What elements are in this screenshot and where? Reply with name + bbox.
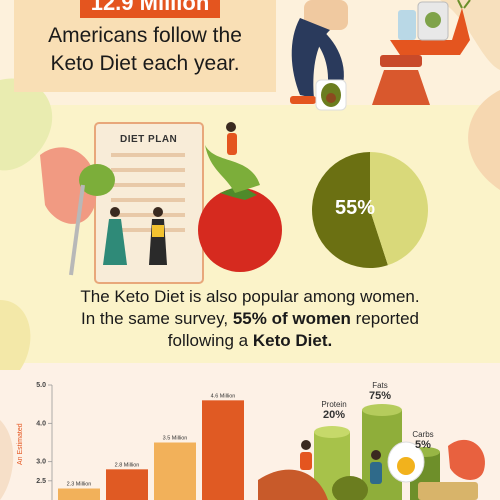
- bread-icon: [418, 482, 478, 500]
- leaf-shape-top-right: [440, 0, 500, 70]
- water-bottle: [398, 10, 416, 40]
- pie-slice-other: [370, 152, 428, 266]
- broccoli-icon: [79, 164, 115, 196]
- women-stat-line-3-prefix: following a: [167, 331, 249, 350]
- headline-text: Americans follow the Keto Diet each year…: [20, 22, 270, 78]
- bar-chart-bar: [106, 469, 148, 500]
- salmon-icon: [40, 147, 97, 224]
- women-stat-keto-bold: Keto Diet.: [252, 331, 333, 350]
- leaf-shape-left-bottom: [0, 420, 14, 500]
- bar-chart-ytick: 3.0: [36, 459, 46, 466]
- estimated-bar-chart: An Estimated 5.0 4.0 3.0 2.5 2.3 Million 2.8…: [17, 382, 244, 500]
- headline-line-2: Keto Diet each year.: [50, 52, 240, 75]
- woman-runner-head: [226, 122, 236, 132]
- diet-plan-illustration: [40, 122, 282, 284]
- headline-number: 12.9 Million: [80, 0, 220, 18]
- woman-standing-top: [152, 225, 164, 237]
- pie-slice-keto-women: [312, 152, 388, 268]
- greens-icon: [205, 145, 260, 193]
- women-stat-line-2-suffix: reported: [355, 309, 419, 328]
- carbs-label: Carbs: [412, 430, 434, 439]
- headline-line-1: Americans follow the: [48, 24, 242, 47]
- man-head: [371, 450, 381, 460]
- scale-base: [372, 70, 430, 105]
- leaf-shape-right: [468, 90, 500, 190]
- avocado-seed: [326, 93, 336, 103]
- protein-cylinder-top: [314, 426, 350, 438]
- fats-cylinder-top: [362, 404, 402, 416]
- bar-chart-bar: [58, 488, 100, 500]
- salmon-steak-icon: [448, 439, 486, 480]
- fats-percent: 75%: [368, 390, 392, 402]
- man-body: [370, 462, 382, 484]
- bar-chart-bar: [202, 400, 244, 500]
- bar-chart-ytick: 2.5: [36, 478, 46, 485]
- leaf-shape-left-mid: [0, 300, 31, 370]
- woman-torso: [304, 0, 348, 30]
- bar-chart-data-label: 2.3 Million: [67, 482, 92, 488]
- shoe-left: [290, 96, 316, 104]
- carbs-percent: 5%: [415, 439, 431, 451]
- scale-illustration: [290, 0, 471, 111]
- woman-sitting-body: [300, 452, 312, 470]
- women-stat-line-3: following a Keto Diet.: [20, 330, 480, 352]
- women-stat-highlight: 55% of women: [232, 309, 351, 328]
- woman-leg-2: [314, 28, 344, 96]
- decor-shape-bottom-left: [258, 469, 328, 500]
- bar-chart-ylabel: An Estimated: [17, 423, 24, 465]
- macros-illustration: [258, 404, 486, 500]
- protein-label: Protein: [321, 400, 347, 409]
- avocado-bottom-icon: [332, 476, 368, 500]
- tomato-icon: [198, 188, 282, 272]
- bar-chart-ytick: 4.0: [36, 420, 46, 427]
- fork-icon: [69, 184, 85, 276]
- tomato-leaf: [220, 185, 257, 200]
- carrot-leaves: [457, 0, 471, 9]
- egg-yolk: [397, 457, 415, 475]
- women-stat-text: The Keto Diet is also popular among wome…: [20, 286, 480, 352]
- scale-tray: [390, 40, 470, 55]
- scale-top: [380, 55, 422, 67]
- women-pie-chart: [312, 152, 428, 268]
- bar-chart-data-label: 4.6 Million: [211, 393, 236, 399]
- leaf-shape-left-top: [0, 78, 53, 171]
- pie-percent-label: 55%: [334, 197, 376, 219]
- bar-chart-data-label: 2.8 Million: [115, 462, 140, 468]
- check-icon: [425, 12, 441, 28]
- woman-dancer-head: [110, 207, 120, 217]
- woman-runner-body: [227, 133, 237, 155]
- diet-plan-title: DIET PLAN: [120, 134, 178, 145]
- bar-chart-bar: [154, 442, 196, 500]
- protein-percent: 20%: [322, 409, 346, 421]
- women-stat-line-2: In the same survey, 55% of women reporte…: [20, 308, 480, 330]
- diet-plan-lines: [111, 153, 185, 232]
- women-stat-line-2-prefix: In the same survey,: [81, 309, 229, 328]
- bar-chart-ytick: 5.0: [36, 382, 46, 389]
- fats-label: Fats: [372, 381, 388, 390]
- woman-sitting-head: [301, 440, 311, 450]
- woman-standing-head: [153, 207, 163, 217]
- women-stat-line-1: The Keto Diet is also popular among wome…: [80, 287, 420, 306]
- woman-dancer-body: [103, 219, 127, 265]
- bar-chart-data-label: 3.5 Million: [163, 436, 188, 442]
- carrot-icon: [452, 8, 470, 40]
